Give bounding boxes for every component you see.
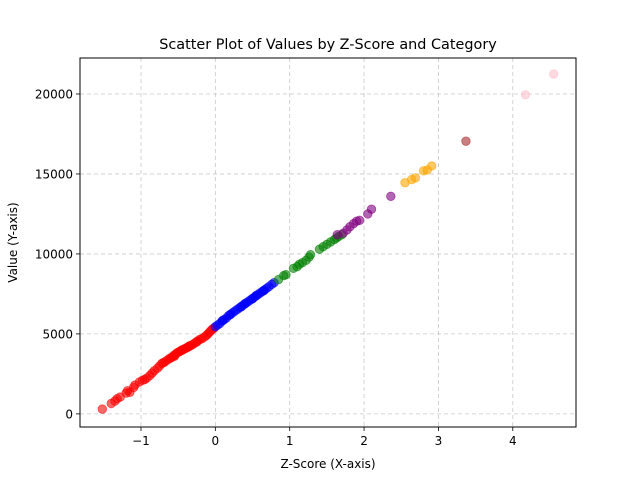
scatter-point [240, 298, 250, 309]
scatter-point [461, 136, 471, 146]
scatter-point [166, 353, 176, 363]
x-tick-label: −1 [132, 434, 150, 448]
scatter-point [145, 370, 155, 381]
x-tick-label: 3 [435, 434, 443, 448]
scatter-point [258, 286, 269, 296]
scatter-point [410, 173, 421, 183]
y-tick-label: 0 [65, 407, 73, 421]
scatter-point [251, 290, 261, 301]
scatter-point [184, 341, 195, 351]
x-ticks: −1 0 1 2 3 4 [132, 427, 517, 448]
scatter-point [128, 382, 139, 393]
x-tick-label: 1 [286, 434, 294, 448]
y-axis-label: Value (Y-axis) [6, 202, 20, 282]
scatter-point [354, 215, 365, 226]
chart-title: Scatter Plot of Values by Z-Score and Ca… [159, 37, 497, 53]
y-tick-label: 20000 [35, 87, 73, 101]
scatter-point [225, 310, 235, 320]
y-tick-label: 15000 [35, 167, 73, 181]
scatter-point [427, 161, 437, 171]
scatter-point [158, 358, 168, 368]
scatter-point [192, 337, 202, 347]
scatter-point [520, 90, 531, 100]
scatter-point [305, 250, 316, 260]
scatter-point [386, 191, 396, 202]
x-tick-label: 4 [509, 434, 517, 448]
scatter-point [281, 270, 291, 280]
points-layer [97, 69, 559, 414]
x-tick-label: 0 [212, 434, 220, 448]
y-ticks: 0 5000 10000 15000 20000 [35, 87, 80, 421]
y-tick-label: 10000 [35, 247, 73, 261]
grid-layer [80, 58, 576, 427]
scatter-point [366, 204, 377, 214]
plot-frame [79, 57, 577, 428]
scatter-point [97, 404, 108, 414]
scatter-point [548, 69, 559, 79]
x-axis-label: Z-Score (X-axis) [280, 457, 375, 471]
y-tick-label: 5000 [42, 327, 73, 341]
x-tick-label: 2 [360, 434, 368, 448]
scatter-point [177, 345, 187, 355]
scatter-point [218, 315, 228, 326]
